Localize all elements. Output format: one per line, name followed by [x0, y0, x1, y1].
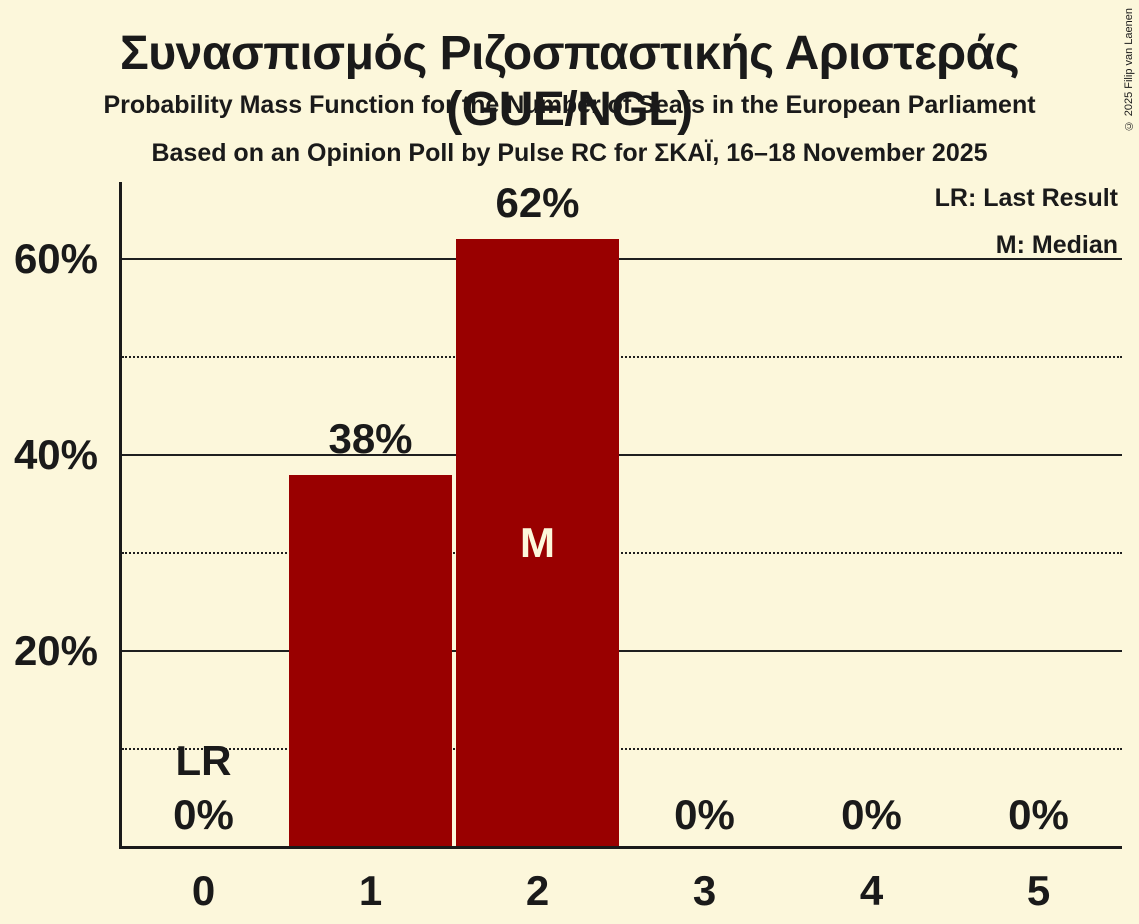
y-axis-tick-label-60pct: 60%: [13, 235, 98, 282]
gridline-solid-60pct: [122, 258, 1122, 260]
bar-value-label-2: 62%: [495, 179, 580, 227]
bar-value-label-4: 0%: [841, 791, 902, 838]
chart-title: Συνασπισμός Ριζοσπαστικής Αριστεράς (GUE…: [119, 27, 1020, 136]
x-axis-label-seats-5: 5: [1026, 867, 1051, 914]
x-axis-line: [119, 846, 1122, 849]
bar-seats-2: [456, 239, 619, 846]
x-axis-label-seats-2: 2: [525, 867, 550, 914]
gridline-solid-40pct: [122, 454, 1122, 456]
gridline-dotted-50pct: [122, 356, 1122, 358]
last-result-marker: LR: [175, 737, 232, 784]
bar-seats-1: [289, 474, 452, 846]
median-marker: M: [520, 519, 555, 567]
bar-value-label-3: 0%: [674, 791, 735, 838]
bar-value-label-0: 0%: [173, 791, 234, 838]
x-axis-label-seats-3: 3: [692, 867, 717, 914]
x-axis-label-seats-0: 0: [191, 867, 216, 914]
gridline-solid-20pct: [122, 650, 1122, 652]
gridline-dotted-30pct: [122, 552, 1122, 554]
chart-subtitle: Probability Mass Function for the Number…: [103, 91, 1036, 119]
x-axis-label-seats-1: 1: [358, 867, 383, 914]
y-axis-tick-label-20pct: 20%: [13, 627, 98, 674]
y-axis-line: [119, 182, 122, 849]
bar-value-label-5: 0%: [1008, 791, 1069, 838]
x-axis-label-seats-4: 4: [859, 867, 884, 914]
legend-median: M: Median: [995, 231, 1118, 259]
bar-value-label-1: 38%: [328, 414, 413, 462]
chart-poll-details: Based on an Opinion Poll by Pulse RC for…: [151, 139, 988, 167]
gridline-dotted-10pct: [122, 748, 1122, 750]
legend-last-result: LR: Last Result: [934, 184, 1118, 212]
y-axis-tick-label-40pct: 40%: [13, 431, 98, 478]
legend: LR: Last Result M: Median: [935, 183, 1118, 277]
